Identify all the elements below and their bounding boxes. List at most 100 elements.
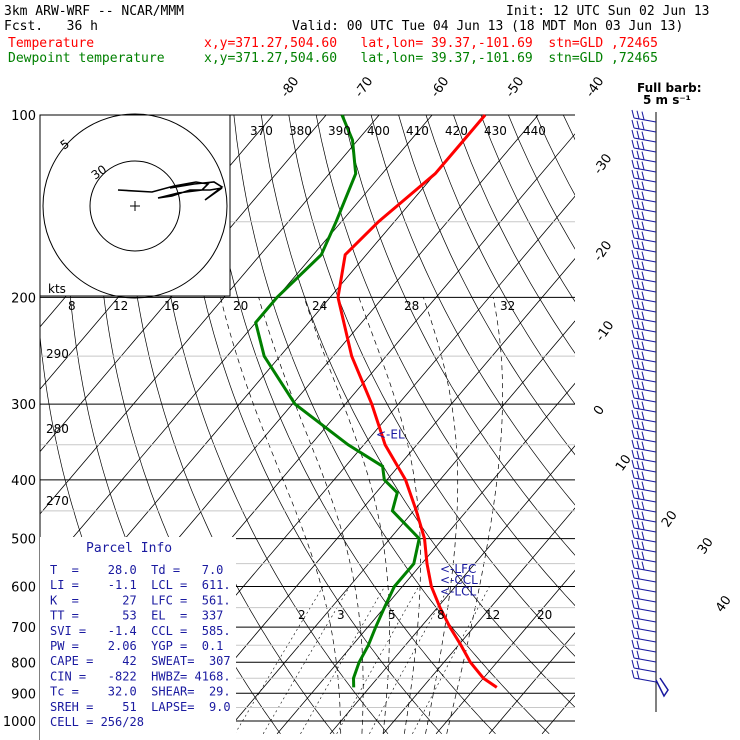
wind-barb-flag — [641, 541, 645, 550]
wind-barb-flag — [641, 251, 645, 260]
wind-barb-flag — [641, 371, 645, 380]
wind-barb-flag — [631, 269, 635, 279]
isotherm-label: -50 — [503, 74, 527, 100]
plot-clip — [40, 115, 575, 735]
wind-barb-flag — [636, 130, 640, 139]
wind-barb — [633, 277, 657, 283]
wind-barb — [633, 437, 657, 443]
wind-barb-flag — [636, 320, 640, 329]
dry-adiabat — [151, 115, 389, 735]
wind-barb — [633, 127, 657, 133]
theta-label: 280 — [46, 422, 69, 436]
wind-barb-flag — [641, 211, 645, 220]
hodograph-axis-label: 32 — [500, 299, 515, 313]
hodograph — [39, 113, 231, 299]
wind-barb-flag — [631, 319, 635, 329]
parcel-info-row: CIN = -822 HWBZ= 4168. — [50, 669, 231, 683]
wind-barb-flag — [631, 639, 635, 649]
isotherm-label: -60 — [428, 74, 452, 100]
wind-barb — [633, 327, 657, 333]
wind-barb-flag — [631, 579, 635, 589]
isotherm-line — [40, 115, 380, 515]
wind-barb — [633, 287, 657, 293]
parcel-info-title: Parcel Info — [86, 541, 172, 556]
dry-adiabat — [453, 115, 575, 354]
wind-barb-flag — [641, 511, 645, 520]
wind-barb-flag — [636, 260, 640, 269]
wind-barb — [633, 237, 657, 243]
isotherm-line — [382, 507, 575, 735]
valid-time: Valid: 00 UTC Tue 04 Jun 13 (18 MDT Mon … — [292, 19, 684, 34]
wind-barb-flag — [636, 450, 640, 459]
wind-barb-flag — [636, 310, 640, 319]
wind-barb — [633, 507, 657, 513]
wind-barb-flag — [636, 530, 640, 539]
wind-barb-flag — [631, 279, 635, 289]
pressure-label: 700 — [11, 621, 36, 636]
wind-barb — [633, 557, 657, 563]
wind-barb-flag — [636, 330, 640, 339]
wind-barb-flag — [636, 290, 640, 299]
wind-barb-flag — [636, 430, 640, 439]
isotherm-line — [488, 632, 575, 735]
theta-label: 410 — [406, 124, 429, 138]
moist-adiabat — [423, 297, 459, 734]
barb-legend-unit: 5 m s⁻¹ — [643, 93, 691, 107]
wind-barb-flag — [631, 129, 635, 139]
isotherm-label: 0 — [591, 403, 608, 418]
wind-barb — [633, 647, 657, 653]
wind-barb-flag — [636, 390, 640, 399]
pressure-label: 400 — [11, 474, 36, 489]
wind-barb-flag — [641, 121, 645, 130]
wind-barb-flag — [631, 619, 635, 629]
wind-barb — [633, 417, 657, 423]
theta-label: 390 — [328, 124, 351, 138]
init-time: Init: 12 UTC Sun 02 Jun 13 — [506, 4, 710, 19]
wind-barb-flag — [641, 191, 645, 200]
dry-adiabat — [288, 115, 575, 657]
wind-barb-flag — [636, 610, 640, 619]
wind-barb-flag — [631, 399, 635, 409]
isotherm-line — [435, 569, 575, 735]
dewpoint-location: x,y=371.27,504.60 lat,lon= 39.37,-101.69… — [204, 51, 658, 66]
wind-barb-flag — [631, 509, 635, 519]
wind-barb-flag — [641, 501, 645, 510]
wind-barb-flag — [631, 159, 635, 169]
mixing-ratio-label: 3 — [337, 608, 345, 622]
wind-barb — [633, 467, 657, 473]
wind-barb-flag — [631, 329, 635, 339]
wind-barb-flag — [636, 520, 640, 529]
wind-barb-flag — [641, 331, 645, 340]
wind-barb — [633, 457, 657, 463]
wind-barb-flag — [641, 221, 645, 230]
wind-barb-flag — [631, 309, 635, 319]
wind-barb — [633, 177, 657, 183]
wind-barb — [633, 587, 657, 593]
wind-barb-flag — [641, 461, 645, 470]
wind-barb — [633, 527, 657, 533]
wind-barb-flag — [641, 561, 645, 570]
isotherm-label: 30 — [695, 535, 717, 557]
isotherm-label: 40 — [713, 593, 735, 615]
moist-adiabat — [220, 297, 342, 734]
wind-barb — [633, 137, 657, 143]
wind-barb-flag — [641, 181, 645, 190]
wind-barb-flag — [641, 451, 645, 460]
moist-adiabat — [303, 297, 390, 734]
wind-barb-flag — [641, 311, 645, 320]
wind-barb-flag — [631, 389, 635, 399]
dewpoint-trace — [254, 114, 421, 688]
wind-barb-flag — [636, 620, 640, 629]
isotherm-line — [276, 382, 575, 735]
wind-barb — [633, 567, 657, 573]
wind-barb-flag — [641, 241, 645, 250]
wind-barb-flag — [636, 210, 640, 219]
wind-barb-flag — [641, 141, 645, 150]
wind-barb — [633, 577, 657, 583]
theta-label: 430 — [484, 124, 507, 138]
isotherm-label: 10 — [613, 452, 635, 474]
wind-barb — [633, 307, 657, 313]
wind-barb — [633, 667, 657, 673]
level-annotation: <-LCL — [440, 584, 476, 598]
wind-barb — [633, 217, 657, 223]
